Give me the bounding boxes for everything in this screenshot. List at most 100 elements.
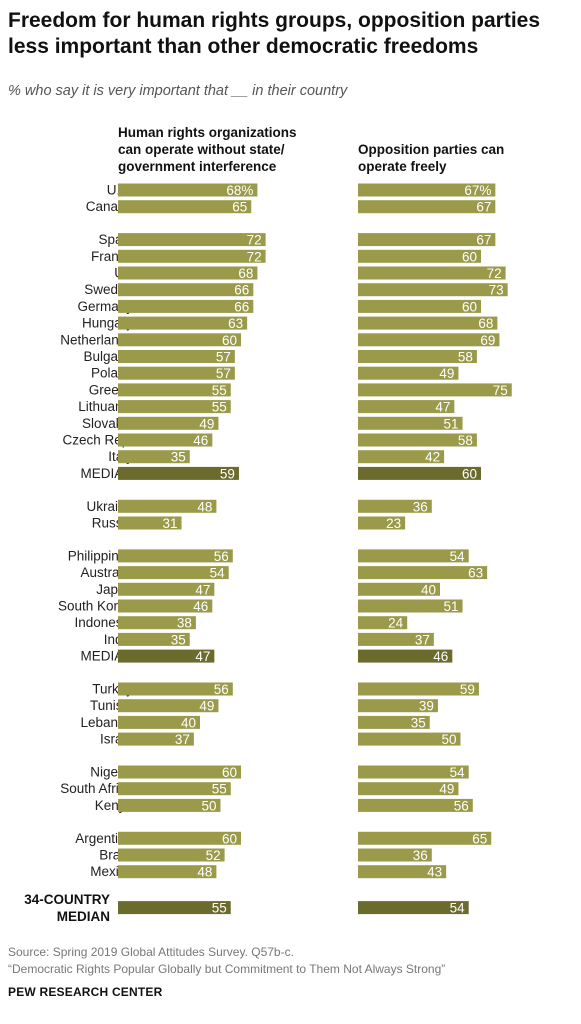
bar (358, 383, 512, 397)
bar (358, 831, 492, 845)
bar (118, 200, 252, 214)
data-label: 35 (171, 450, 186, 465)
bar (358, 316, 498, 330)
data-label: 50 (441, 732, 456, 747)
bar (358, 566, 488, 580)
chart-title: Freedom for human rights groups, opposit… (8, 9, 541, 58)
bar (118, 249, 266, 263)
row-label: South Africa (60, 781, 133, 796)
data-label: 60 (222, 333, 237, 348)
data-label: 55 (212, 400, 227, 415)
data-label: 37 (415, 632, 430, 647)
data-label: 72 (487, 266, 502, 281)
data-label: 51 (444, 416, 459, 431)
bar (118, 316, 248, 330)
bar (358, 400, 455, 414)
bar (358, 450, 445, 464)
bar (118, 865, 217, 879)
data-label: 58 (458, 433, 473, 448)
bar (118, 901, 231, 915)
bar (118, 831, 241, 845)
data-label: 49 (439, 782, 454, 797)
data-label: 60 (222, 765, 237, 780)
data-label: 55 (212, 901, 227, 916)
row-label: Netherlands (60, 332, 133, 347)
data-label: 60 (222, 831, 237, 846)
bar (358, 249, 481, 263)
data-label: 49 (199, 416, 214, 431)
data-label: 63 (228, 316, 243, 331)
data-label: 59 (460, 682, 475, 697)
data-label: 36 (413, 499, 428, 514)
data-label: 54 (450, 901, 466, 916)
bar (358, 616, 408, 630)
bar (358, 200, 496, 214)
data-label: 60 (462, 299, 477, 314)
data-label: 55 (212, 383, 227, 398)
bar (118, 732, 194, 746)
data-label: 42 (425, 450, 440, 465)
data-label: 58 (458, 350, 473, 365)
data-label: 36 (413, 848, 428, 863)
bar (358, 732, 461, 746)
data-label: 60 (462, 466, 477, 481)
chart-subtitle: % who say it is very important that __ i… (8, 83, 348, 99)
bar (358, 782, 459, 796)
data-label: 57 (216, 366, 231, 381)
row-label: South Korea (58, 599, 134, 614)
bar (118, 632, 190, 646)
bar (358, 682, 479, 696)
bar (358, 299, 481, 313)
data-label: 56 (214, 549, 229, 564)
bar (118, 798, 221, 812)
data-label: 59 (220, 466, 235, 481)
row-label: Philippines (68, 548, 134, 563)
bar (118, 233, 266, 247)
bar (358, 632, 434, 646)
data-label: 68% (226, 183, 253, 198)
data-label: 68 (238, 266, 253, 281)
bar (118, 782, 231, 796)
bar (118, 350, 235, 363)
data-label: 67 (476, 233, 491, 248)
data-label: 47 (435, 400, 450, 415)
bar (118, 582, 215, 596)
data-label: 60 (462, 249, 477, 264)
data-label: 35 (171, 632, 186, 647)
data-label: 50 (201, 798, 216, 813)
bar (118, 299, 254, 313)
data-label: 54 (450, 549, 466, 564)
bar (358, 699, 438, 713)
data-label: 47 (195, 582, 210, 597)
bar (118, 499, 217, 513)
bar (358, 333, 500, 347)
data-label: 47 (195, 649, 210, 664)
source-line-2: “Democratic Rights Popular Globally but … (8, 962, 446, 976)
pew-logo: PEW RESEARCH CENTER (8, 985, 163, 999)
data-label: 65 (232, 200, 247, 215)
bar (358, 599, 463, 613)
bar (358, 649, 453, 663)
bar (358, 416, 463, 430)
data-label: 75 (493, 383, 508, 398)
data-label: 46 (433, 649, 448, 664)
data-label: 48 (197, 865, 212, 880)
bar (118, 599, 213, 613)
bar (118, 383, 231, 397)
bar (118, 333, 241, 347)
data-label: 24 (388, 616, 404, 631)
bar (358, 433, 477, 447)
bar (118, 549, 233, 563)
bar (118, 366, 235, 380)
data-label: 39 (419, 699, 434, 714)
bar (118, 433, 213, 447)
data-label: 73 (489, 283, 504, 298)
data-label: 38 (177, 616, 192, 631)
data-label: 49 (199, 699, 214, 714)
bar (358, 366, 459, 380)
data-label: 46 (193, 433, 208, 448)
bar (118, 516, 182, 530)
bar (118, 765, 241, 779)
data-label: 65 (472, 831, 487, 846)
